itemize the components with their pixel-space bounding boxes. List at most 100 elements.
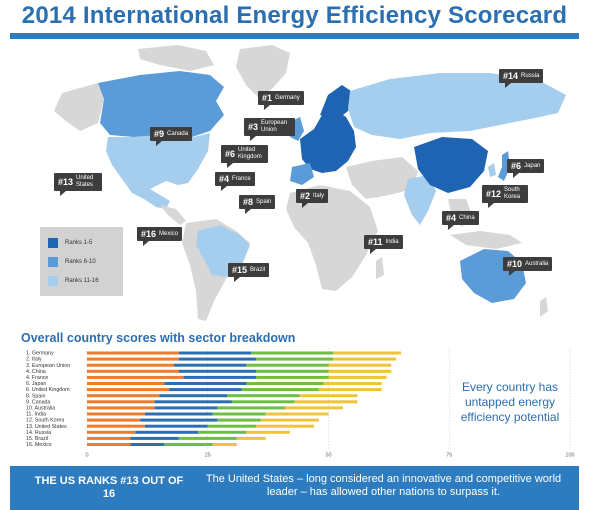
bar-segment (154, 400, 232, 404)
category-label: 1. Germany (26, 351, 54, 357)
bar-segment (140, 418, 218, 422)
bar-segment (299, 394, 358, 398)
x-tick-label: 25 (205, 453, 211, 459)
map-label-eu: #3 European Union (244, 118, 296, 141)
bar-segment (164, 382, 247, 385)
category-label: 6. Japan (26, 381, 46, 387)
bar-segment (87, 382, 165, 385)
map-label-name: Mexico (159, 230, 179, 237)
land-middle-east (346, 157, 418, 199)
map-label-name: Germany (275, 94, 300, 101)
bar-segment (135, 430, 199, 434)
bar-segment (246, 382, 324, 385)
map-label-mexico: #16 Mexico (137, 227, 183, 246)
map-label-canada: #9 Canada (150, 127, 193, 146)
map-label-south-korea: #12 South Korea (482, 185, 529, 208)
land-china (414, 137, 488, 193)
bar-segment (178, 436, 237, 440)
map-label-rank: #1 (262, 93, 273, 103)
bar-segment (328, 369, 392, 373)
land-greenland (236, 45, 290, 97)
land-canada (98, 71, 224, 139)
footer-banner: THE US RANKS #13 OUT OF 16 The United St… (10, 466, 579, 510)
bar-segment (87, 406, 155, 410)
map-label-china: #4 China (442, 211, 479, 230)
category-label: 14. Russia (26, 430, 51, 436)
category-label: 9. Canada (26, 399, 50, 405)
bar-segment (260, 418, 319, 422)
map-label-name: France (232, 175, 251, 182)
bar-segment (87, 412, 145, 416)
category-label: 13. United States (26, 424, 67, 430)
map-label-name: European Union (261, 120, 288, 133)
us-rank-text: THE US RANKS #13 OUT OF 16 (34, 475, 184, 500)
land-indonesia (450, 231, 522, 249)
map-label-australia: #10 Australia (503, 257, 553, 276)
land-spain (290, 163, 314, 185)
bar-segment (164, 443, 213, 446)
bar-segment (246, 430, 290, 434)
bar-segment (87, 424, 145, 428)
legend-row: Ranks 11-16 (48, 276, 99, 286)
map-label-name: Brazil (250, 266, 266, 273)
land-scandinavia (320, 85, 354, 119)
bar-segment (256, 424, 315, 428)
bar-segment (87, 430, 136, 434)
x-tick-label: 75 (446, 453, 452, 459)
map-label-name: Canada (167, 130, 189, 137)
bar-segment (212, 443, 237, 446)
bar-segment (246, 363, 329, 367)
bar-segment (217, 418, 261, 422)
bar-segment (328, 363, 392, 367)
map-label-name: United States (76, 175, 94, 188)
map-label-brazil: #15 Brazil (228, 263, 270, 282)
bar-segment (212, 412, 266, 416)
map-label-spain: #8 Spain (239, 195, 276, 214)
bar-segment (154, 406, 218, 410)
bar-segment (183, 375, 257, 379)
map-label-name: Italy (313, 192, 325, 199)
map-label-rank: #11 (368, 237, 383, 247)
category-label: 15. Brazil (26, 436, 48, 442)
land-usa (106, 133, 210, 189)
legend-swatch (48, 257, 58, 267)
bar-segment (256, 369, 329, 373)
map-label-rank: #13 (58, 177, 74, 187)
map-label-rank: #2 (300, 191, 311, 201)
map-label-germany: #1 Germany (258, 91, 304, 110)
land-europe (300, 109, 356, 173)
bar-segment (144, 412, 213, 416)
map-label-name: Australia (525, 260, 549, 267)
map-label-rank: #4 (219, 174, 230, 184)
bar-segment (144, 424, 208, 428)
bar-segment (265, 412, 329, 416)
bar-segment (294, 400, 358, 404)
bar-segment (169, 388, 242, 392)
bar-segment (217, 406, 286, 410)
legend-row: Ranks 1-5 (48, 238, 92, 248)
map-label-name: South Korea (504, 187, 521, 200)
map-label-name: Japan (524, 162, 541, 169)
bar-segment (159, 394, 228, 398)
map-label-france: #4 France (215, 172, 255, 191)
map-label-name: China (459, 214, 475, 221)
bar-segment (87, 357, 179, 361)
bar-segment (207, 424, 257, 428)
x-tick-label: 100 (565, 453, 574, 459)
land-alaska (54, 83, 104, 131)
land-japan (498, 151, 510, 181)
bar-segment (178, 357, 257, 361)
category-label: 8. Spain (26, 393, 45, 399)
bar-segment (236, 436, 266, 440)
bar-segment (87, 400, 155, 404)
map-label-rank: #12 (486, 189, 502, 199)
category-label: 6. United Kingdom (26, 387, 70, 393)
land-new-zealand (540, 297, 548, 317)
land-india (404, 175, 436, 225)
bar-segment (87, 351, 179, 355)
category-label: 11. India (26, 412, 46, 418)
land-arctic-islands (138, 45, 214, 71)
world-map-graphic (54, 45, 566, 321)
bar-segment (323, 382, 382, 385)
